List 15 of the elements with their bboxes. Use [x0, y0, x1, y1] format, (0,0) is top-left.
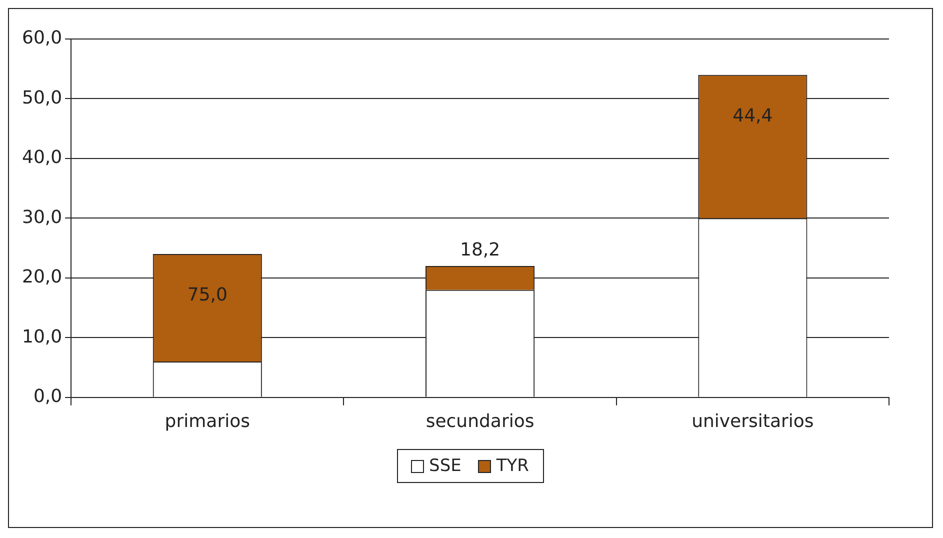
- y-tick-label: 40,0: [22, 147, 62, 168]
- legend-label: SSE: [429, 456, 462, 476]
- legend-label: TYR: [496, 456, 529, 476]
- x-tick-label: primarios: [164, 410, 250, 432]
- annotation: 18,2: [460, 240, 500, 261]
- y-tick-label: 60,0: [22, 28, 62, 49]
- y-tick-label: 50,0: [22, 87, 62, 108]
- y-tick-label: 0,0: [33, 386, 62, 408]
- annotation: 44,4: [732, 106, 773, 127]
- y-tick-label: 10,0: [22, 326, 62, 348]
- x-tick-label: universitarios: [692, 410, 814, 432]
- x-tick-label: secundarios: [426, 410, 534, 432]
- y-tick-label: 30,0: [22, 206, 62, 228]
- annotation: 75,0: [187, 284, 228, 306]
- y-tick-label: 20,0: [22, 266, 62, 288]
